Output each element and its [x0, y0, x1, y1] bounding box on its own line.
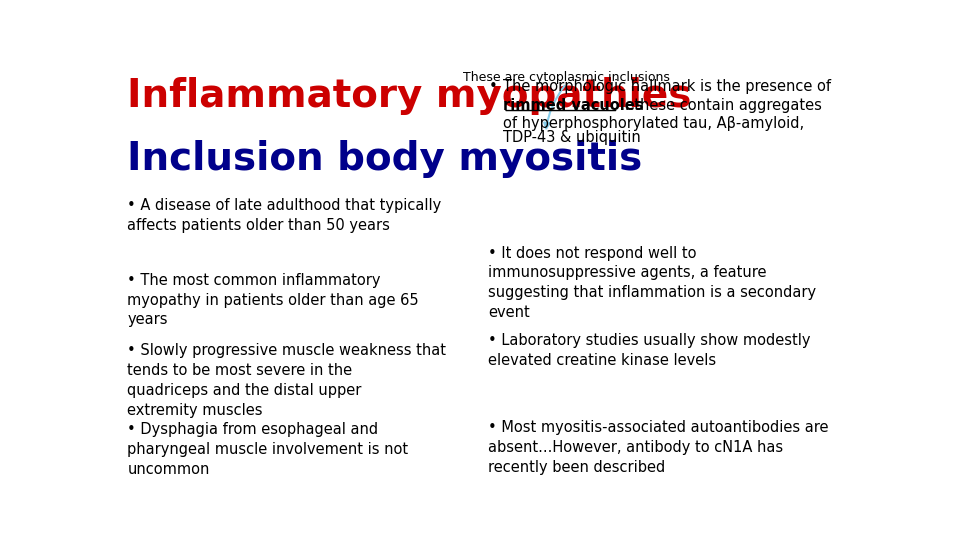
Text: of hyperphosphorylated tau, Aβ-amyloid,: of hyperphosphorylated tau, Aβ-amyloid, — [503, 116, 804, 131]
Text: ...these contain aggregates: ...these contain aggregates — [620, 98, 822, 113]
Text: These are cytoplasmic inclusions: These are cytoplasmic inclusions — [463, 71, 670, 84]
Text: rimmed vacuoles: rimmed vacuoles — [503, 98, 643, 113]
Text: The morphologic hallmark is the presence of: The morphologic hallmark is the presence… — [503, 79, 831, 94]
Text: • The most common inflammatory
myopathy in patients older than age 65
years: • The most common inflammatory myopathy … — [128, 273, 420, 327]
Text: • A disease of late adulthood that typically
affects patients older than 50 year: • A disease of late adulthood that typic… — [128, 198, 442, 233]
Text: TDP-43 & ubiquitin: TDP-43 & ubiquitin — [503, 130, 641, 145]
Text: • Laboratory studies usually show modestly
elevated creatine kinase levels: • Laboratory studies usually show modest… — [489, 333, 811, 368]
Text: • Most myositis-associated autoantibodies are
absent...However, antibody to cN1A: • Most myositis-associated autoantibodie… — [489, 420, 828, 475]
Text: Inclusion body myositis: Inclusion body myositis — [128, 140, 642, 178]
Text: •: • — [489, 79, 497, 94]
Text: Inflammatory myopathies: Inflammatory myopathies — [128, 77, 692, 115]
Text: • Dysphagia from esophageal and
pharyngeal muscle involvement is not
uncommon: • Dysphagia from esophageal and pharynge… — [128, 422, 409, 477]
Text: • Slowly progressive muscle weakness that
tends to be most severe in the
quadric: • Slowly progressive muscle weakness tha… — [128, 343, 446, 418]
Text: • It does not respond well to
immunosuppressive agents, a feature
suggesting tha: • It does not respond well to immunosupp… — [489, 246, 816, 320]
